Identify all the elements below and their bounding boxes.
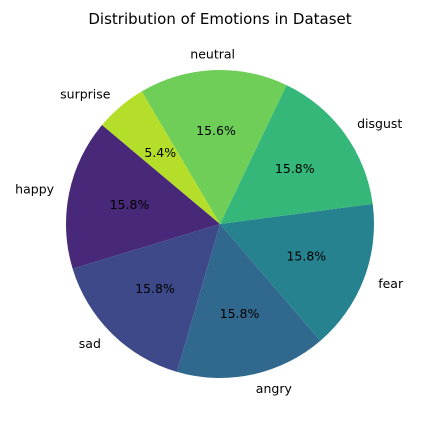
- pie-slice-happy: [66, 125, 220, 269]
- pie-slice-sad: [72, 224, 220, 372]
- pie-slice-angry: [176, 224, 321, 379]
- slice-label-angry: angry: [256, 381, 293, 396]
- slice-percent-sad: 15.8%: [135, 281, 175, 296]
- pie-slice-disgust: [220, 85, 373, 225]
- chart-title: Distribution of Emotions in Dataset: [88, 10, 351, 28]
- pie-slice-neutral: [141, 70, 287, 224]
- slice-percent-happy: 15.8%: [110, 197, 150, 212]
- pie-slice-surprise: [102, 91, 220, 224]
- slice-percent-angry: 15.8%: [220, 306, 260, 321]
- slice-percent-disgust: 15.8%: [275, 161, 315, 176]
- slice-label-neutral: neutral: [190, 46, 235, 61]
- pie-labels: happy 15.8% sad 15.8% angry 15.8% fear 15.8% dis…: [15, 46, 404, 396]
- slice-label-happy: happy: [15, 182, 54, 197]
- slice-label-fear: fear: [378, 276, 404, 291]
- slice-label-sad: sad: [79, 336, 101, 351]
- slice-label-disgust: disgust: [357, 116, 402, 131]
- slice-label-surprise: surprise: [60, 86, 111, 101]
- pie-slice-fear: [220, 203, 375, 341]
- slice-percent-surprise: 5.4%: [144, 145, 176, 160]
- pie-slices: [66, 70, 375, 379]
- slice-percent-neutral: 15.6%: [196, 123, 236, 138]
- slice-percent-fear: 15.8%: [286, 248, 326, 263]
